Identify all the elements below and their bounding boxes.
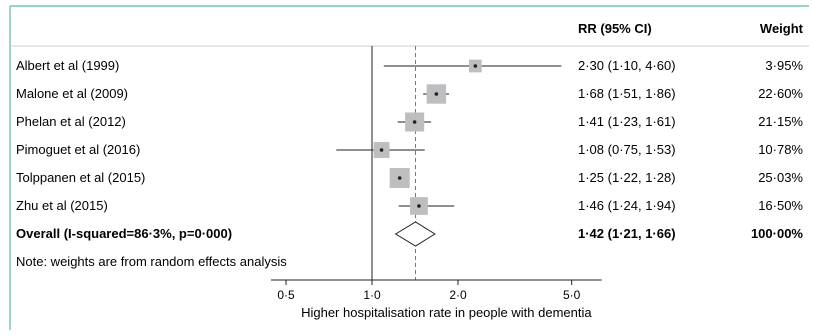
weights-note: Note: weights are from random effects an… <box>16 254 287 269</box>
study-label: Tolppanen et al (2015) <box>16 170 145 185</box>
study-point-estimate <box>397 176 402 180</box>
study-weight: 10·78% <box>758 142 803 157</box>
study-weight: 3·95% <box>765 58 803 73</box>
study-point-estimate <box>434 92 439 96</box>
study-point-estimate <box>379 148 384 152</box>
x-tick-label: 5·0 <box>563 288 581 302</box>
study-label: Phelan et al (2012) <box>16 114 126 129</box>
study-ci: 1·25 (1·22, 1·28) <box>578 170 676 185</box>
study-label: Albert et al (1999) <box>16 58 119 73</box>
study-weight: 22·60% <box>758 86 803 101</box>
x-tick-label: 2·0 <box>449 288 467 302</box>
study-weight: 16·50% <box>758 198 803 213</box>
study-label: Malone et al (2009) <box>16 86 128 101</box>
study-label: Pimoguet et al (2016) <box>16 142 140 157</box>
study-ci: 1·68 (1·51, 1·86) <box>578 86 676 101</box>
x-axis-label: Higher hospitalisation rate in people wi… <box>301 305 592 320</box>
study-label: Zhu et al (2015) <box>16 198 108 213</box>
study-ci: 1·41 (1·23, 1·61) <box>578 114 676 129</box>
column-header-weight: Weight <box>760 21 804 36</box>
study-point-estimate <box>417 204 421 208</box>
study-point-estimate <box>473 64 478 68</box>
study-weight: 21·15% <box>758 114 803 129</box>
study-weight: 25·03% <box>758 170 803 185</box>
x-tick-label: 0·5 <box>277 288 295 302</box>
column-header-rr: RR (95% CI) <box>578 21 652 36</box>
overall-label: Overall (I-squared=86·3%, p=0·000) <box>16 226 232 241</box>
study-ci: 2·30 (1·10, 4·60) <box>578 58 676 73</box>
study-point-estimate <box>412 120 417 124</box>
study-ci: 1·08 (0·75, 1·53) <box>578 142 676 157</box>
study-ci: 1·46 (1·24, 1·94) <box>578 198 676 213</box>
overall-diamond <box>394 221 436 247</box>
overall-weight: 100·00% <box>751 226 803 241</box>
overall-ci: 1·42 (1·21, 1·66) <box>578 226 676 241</box>
x-tick-label: 1·0 <box>363 288 381 302</box>
